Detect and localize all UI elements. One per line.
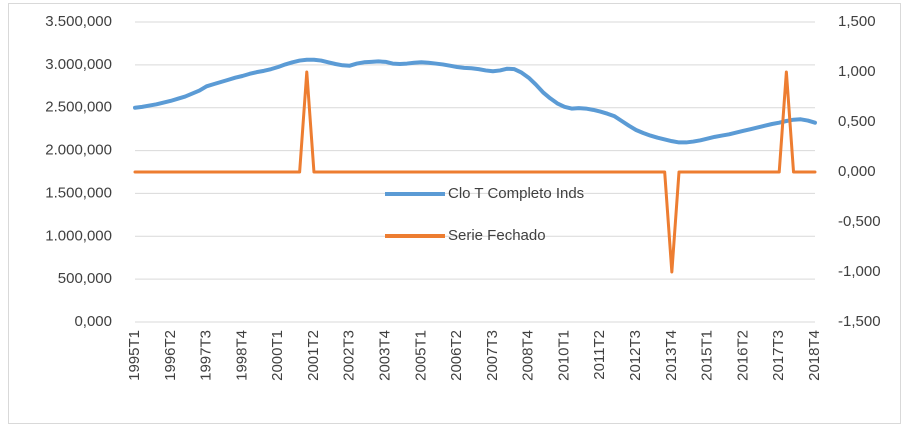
x-tick-label: 2000T1: [269, 330, 286, 381]
y-tick-label: 500,000: [58, 270, 112, 287]
y2-tick-label: 1,500: [838, 13, 876, 30]
x-tick-label: 2010T1: [555, 330, 572, 381]
y-tick-label: 3.000,000: [45, 56, 112, 73]
x-tick-label: 1997T3: [198, 330, 215, 381]
x-tick-label: 2016T2: [734, 330, 751, 381]
x-tick-label: 1998T4: [233, 330, 250, 381]
series-line: [133, 70, 817, 274]
y2-tick-label: -1,000: [838, 263, 881, 280]
x-tick-label: 2012T3: [627, 330, 644, 381]
x-tick-label: 2011T2: [591, 330, 608, 380]
x-tick-label: 1996T2: [162, 330, 179, 381]
y2-tick-label: 0,000: [838, 163, 876, 180]
y-tick-label: 2.500,000: [45, 99, 112, 116]
x-tick-label: 2013T4: [663, 330, 680, 381]
y-tick-label: 1.000,000: [45, 227, 112, 244]
legend-label: Serie Fechado: [448, 227, 546, 244]
y-tick-label: 2.000,000: [45, 142, 112, 159]
x-tick-label: 2015T1: [699, 330, 716, 381]
x-tick-label: 2006T2: [448, 330, 465, 381]
x-tick-label: 2007T3: [484, 330, 501, 381]
y2-tick-label: 0,500: [838, 113, 876, 130]
x-tick-label: 1995T1: [126, 330, 143, 381]
x-tick-label: 2005T1: [412, 330, 429, 381]
y-tick-label: 0,000: [74, 313, 112, 330]
x-tick-label: 2018T4: [806, 330, 823, 381]
x-tick-label: 2003T4: [376, 330, 393, 381]
x-tick-label: 2008T4: [520, 330, 537, 381]
legend-label: Clo T Completo Inds: [448, 185, 584, 202]
y2-tick-label: 1,000: [838, 63, 876, 80]
x-tick-label: 2002T3: [341, 330, 358, 381]
x-tick-label: 2001T2: [305, 330, 322, 381]
x-tick-label: 2017T3: [770, 330, 787, 381]
series-line: [133, 57, 817, 145]
y-tick-label: 1.500,000: [45, 184, 112, 201]
y2-tick-label: -0,500: [838, 213, 881, 230]
y2-tick-label: -1,500: [838, 313, 881, 330]
chart-frame: [8, 3, 901, 424]
y-tick-label: 3.500,000: [45, 13, 112, 30]
